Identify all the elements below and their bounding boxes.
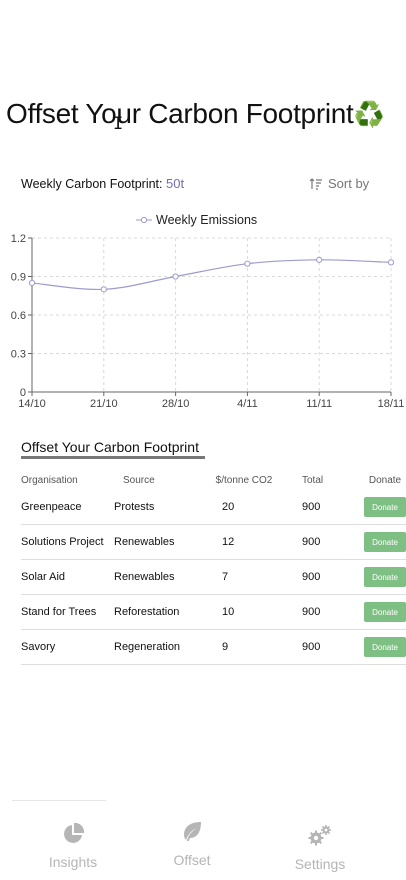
row-price: 12 [222,536,235,548]
data-point [316,256,323,263]
nav-divider [12,800,106,801]
data-point [100,286,107,293]
row-organisation: Solutions Project [21,536,104,548]
data-point [387,259,395,266]
row-source: Protests [114,501,155,513]
row-total: 900 [302,536,321,548]
offset-table: Organisation Source $/tonne CO2 Total Do… [21,470,406,665]
table-header: Organisation Source $/tonne CO2 Total Do… [21,470,406,490]
weekly-footprint-label: Weekly Carbon Footprint: [21,177,166,191]
table-row: Savory Regeneration 9 900 Donate [21,630,406,665]
page-title: Offset Your Carbon Footprint♻️ [6,98,406,130]
data-point [172,273,179,280]
sort-label: Sort by [328,176,370,191]
donate-button[interactable]: Donate [364,637,406,657]
section-title: Offset Your Carbon Footprint [21,439,199,455]
row-price: 20 [222,501,235,513]
donate-button[interactable]: Donate [364,532,406,552]
series-line [31,259,392,291]
nav-label-settings: Settings [294,856,346,872]
table-row: Solar Aid Renewables 7 900 Donate [21,560,406,595]
row-price: 7 [222,571,229,583]
gears-icon [308,825,331,846]
weekly-footprint: Weekly Carbon Footprint: 50t [21,176,184,191]
pie-chart-icon [64,822,85,843]
table-row: Stand for Trees Reforestation 10 900 Don… [21,595,406,630]
sort-button[interactable]: Sort by [309,176,369,191]
nav-label-offset: Offset [173,852,211,868]
row-total: 900 [302,641,321,653]
table-row: Greenpeace Protests 20 900 Donate [21,490,406,525]
column-header-price: $/tonne CO2 [215,474,273,486]
emissions-line-chart: 0 0.3 0.6 0.9 1.2 14/10 21/10 28/10 4/11 11/11 18/… [11,233,405,410]
x-tick-label: 21/10 [90,398,118,410]
y-tick-label: 0.9 [11,272,26,284]
row-organisation: Savory [21,641,56,653]
row-source: Reforestation [114,606,180,618]
row-source: Renewables [114,536,175,548]
donate-button[interactable]: Donate [364,567,406,587]
column-header-organisation: Organisation [21,474,78,486]
chart-legend: Weekly Emissions [136,213,257,227]
row-total: 900 [302,501,321,513]
x-tick-label: 28/10 [162,398,190,410]
nav-item-settings[interactable]: Settings [265,824,375,872]
recycle-icon: ♻️ [353,101,385,129]
donate-button[interactable]: Donate [364,602,406,622]
x-tick-label: 11/11 [306,398,332,410]
row-organisation: Stand for Trees [21,606,97,618]
table-row: Solutions Project Renewables 12 900 Dona… [21,525,406,560]
x-tick-label: 18/11 [378,398,405,410]
row-total: 900 [302,606,321,618]
y-tick-label: 1.2 [11,233,26,245]
legend-label: Weekly Emissions [156,213,258,227]
leaf-icon [184,822,201,841]
nav-item-offset[interactable]: Offset [137,820,247,868]
row-price: 10 [222,606,235,618]
text-cursor-icon: I [113,114,124,134]
x-tick-label: 4/11 [237,398,258,410]
row-source: Regeneration [114,641,181,653]
data-point [28,279,36,287]
row-total: 900 [302,571,321,583]
row-organisation: Greenpeace [21,501,82,513]
column-header-source: Source [123,474,155,486]
data-point [244,260,251,267]
y-tick-label: 0.6 [11,310,26,322]
page-title-text: Offset Your Carbon Footprint [6,98,354,129]
bottom-nav: Insights Offset Settings [0,818,406,880]
x-tick-label: 14/10 [18,398,46,410]
section-underline [21,456,205,459]
y-tick-label: 0 [20,387,26,399]
legend-marker-icon [136,216,152,224]
column-header-donate: Donate [368,474,402,486]
donate-button[interactable]: Donate [364,497,406,517]
y-tick-label: 0.3 [11,349,26,361]
column-header-total: Total [302,474,324,486]
row-organisation: Solar Aid [21,571,66,583]
row-price: 9 [222,641,229,653]
nav-label-insights: Insights [48,854,98,870]
weekly-footprint-value: 50t [165,176,185,191]
row-source: Renewables [114,571,175,583]
nav-item-insights[interactable]: Insights [18,822,128,870]
sort-icon [309,177,322,190]
